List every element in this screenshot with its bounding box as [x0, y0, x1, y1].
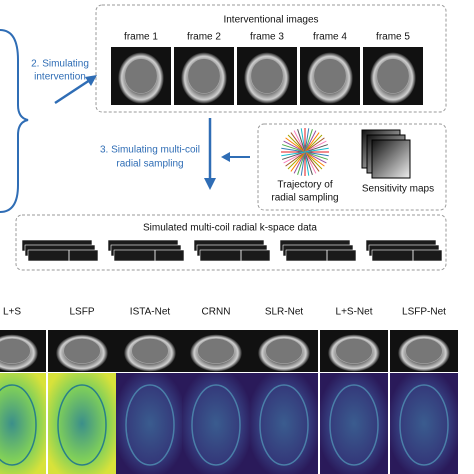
- error-head: [259, 384, 309, 466]
- kspace-strip: [371, 249, 443, 262]
- method-label: L+S: [3, 307, 21, 318]
- step-label: radial sampling: [116, 159, 183, 170]
- frame-label: frame 2: [187, 32, 221, 43]
- frame-label: frame 3: [250, 32, 284, 43]
- box-title: Simulated multi-coil radial k-space data: [143, 223, 317, 234]
- mri-brain: [376, 58, 410, 94]
- error-map: [0, 373, 46, 474]
- method-label: L+S-Net: [336, 307, 373, 318]
- kspace-strip: [113, 249, 185, 262]
- sampling-box: [257, 123, 447, 211]
- error-head: [399, 384, 449, 466]
- kspace-strip: [285, 249, 357, 262]
- error-map: [250, 373, 318, 474]
- mri-brain: [131, 338, 169, 364]
- error-head: [191, 384, 241, 466]
- radial-trajectory: [281, 128, 329, 176]
- step-label: intervention: [34, 72, 86, 83]
- arrow-head: [204, 178, 216, 190]
- method-label: SLR-Net: [265, 307, 304, 318]
- frame-label: frame 1: [124, 32, 158, 43]
- arrow: [54, 76, 94, 105]
- error-map: [182, 373, 250, 474]
- mri-brain: [313, 58, 347, 94]
- caption: Sensitivity maps: [362, 184, 434, 195]
- frame-label: frame 4: [313, 32, 347, 43]
- error-map: [116, 373, 184, 474]
- mri-brain: [187, 58, 221, 94]
- kspace-strip: [199, 249, 271, 262]
- error-head: [0, 384, 37, 466]
- kspace-strip: [27, 249, 99, 262]
- method-label: LSFP-Net: [402, 307, 446, 318]
- sensitivity-map: [371, 139, 411, 179]
- brace: [0, 29, 29, 213]
- method-label: ISTA-Net: [130, 307, 171, 318]
- mri-brain: [335, 338, 373, 364]
- method-label: LSFP: [69, 307, 94, 318]
- error-head: [125, 384, 175, 466]
- interventional-box: [95, 4, 447, 113]
- caption: Trajectory of: [277, 180, 332, 191]
- error-head: [57, 384, 107, 466]
- mri-brain: [63, 338, 101, 364]
- mri-brain: [405, 338, 443, 364]
- method-label: CRNN: [202, 307, 231, 318]
- step-label: 3. Simulating multi-coil: [100, 145, 200, 156]
- spoke: [281, 147, 329, 157]
- caption: radial sampling: [271, 193, 338, 204]
- error-map: [390, 373, 458, 474]
- error-map: [48, 373, 116, 474]
- box-title: Interventional images: [223, 15, 318, 26]
- arrow-head: [221, 152, 230, 162]
- arrow-head: [85, 75, 97, 86]
- error-map: [320, 373, 388, 474]
- mri-brain: [265, 338, 303, 364]
- mri-brain: [0, 338, 31, 364]
- mri-brain: [250, 58, 284, 94]
- mri-brain: [197, 338, 235, 364]
- error-head: [329, 384, 379, 466]
- frame-label: frame 5: [376, 32, 410, 43]
- step-label: 2. Simulating: [31, 59, 89, 70]
- mri-brain: [124, 58, 158, 94]
